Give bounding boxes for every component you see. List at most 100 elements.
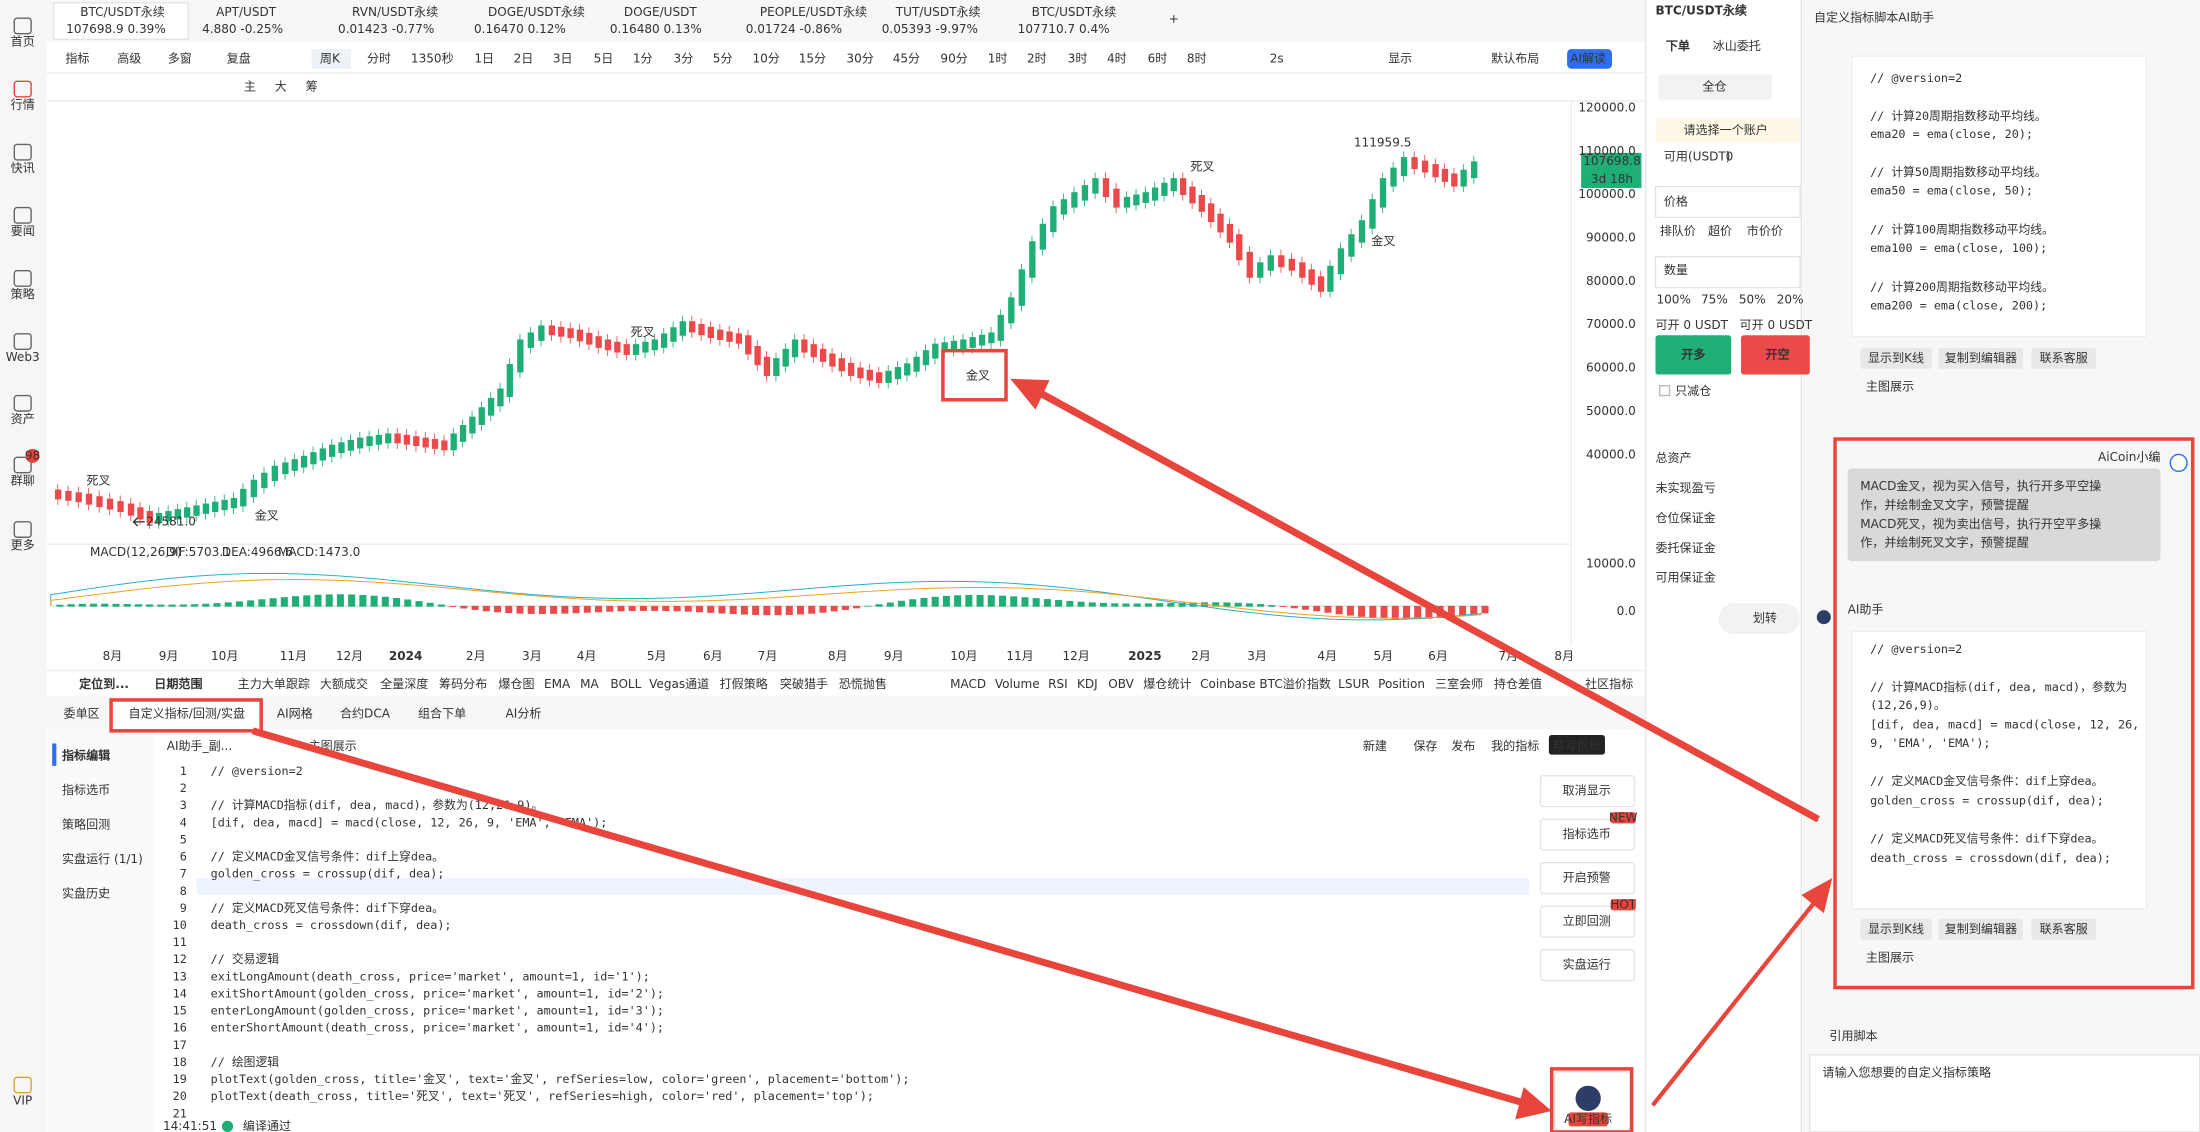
percent-option[interactable]: 20% bbox=[1777, 293, 1804, 307]
toolbar-item[interactable]: 分时 bbox=[367, 51, 391, 65]
toolbar-item[interactable]: 15分 bbox=[799, 51, 826, 65]
margin-button[interactable] bbox=[1658, 74, 1772, 100]
indicator-item[interactable]: EMA bbox=[544, 677, 571, 691]
draw-tool[interactable]: 大 bbox=[275, 79, 287, 93]
ai-action-label[interactable]: 复制到编辑器 bbox=[1945, 350, 2017, 365]
bottom-tab[interactable]: AI分析 bbox=[506, 706, 542, 720]
checkbox[interactable] bbox=[1658, 385, 1671, 397]
tab-name[interactable]: BTC/USDT永续 bbox=[1032, 5, 1117, 19]
indicator-item[interactable]: 日期范围 bbox=[154, 676, 202, 691]
draw-tool[interactable]: 主 bbox=[244, 79, 256, 93]
indicator-item[interactable]: Vegas通道 bbox=[649, 677, 709, 691]
quote-script[interactable]: 引用脚本 bbox=[1829, 1028, 1877, 1043]
toolbar-item[interactable]: 8时 bbox=[1187, 51, 1207, 65]
nav-item[interactable]: 策略回测 bbox=[62, 817, 110, 832]
toolbar-item[interactable]: 复盘 bbox=[227, 50, 251, 65]
toolbar-item[interactable]: 1分 bbox=[633, 51, 653, 65]
toolbar-item[interactable]: 10分 bbox=[752, 51, 779, 65]
sell-button[interactable] bbox=[1741, 335, 1810, 375]
input-box[interactable] bbox=[1809, 1054, 2200, 1132]
sidebar-item[interactable]: Web3 bbox=[6, 350, 40, 364]
ai-action-label[interactable]: 显示到K线 bbox=[1868, 351, 1924, 365]
nav-item[interactable]: 指标选币 bbox=[62, 782, 110, 797]
side-button-label[interactable]: 开启预警 bbox=[1563, 870, 1611, 885]
toolbar-item[interactable]: 90分 bbox=[940, 51, 967, 65]
toolbar-item[interactable]: 1时 bbox=[988, 51, 1008, 65]
nav-item[interactable]: 实盘历史 bbox=[62, 886, 110, 901]
nav-item[interactable]: 实盘运行 (1/1) bbox=[62, 851, 143, 866]
editor-action[interactable]: 新建 bbox=[1363, 738, 1387, 753]
ai-display[interactable]: 主图展示 bbox=[1866, 951, 1914, 965]
order-tab[interactable]: 冰山委托 bbox=[1713, 39, 1761, 53]
percent-option[interactable]: 50% bbox=[1739, 293, 1766, 307]
toolbar-item[interactable]: 多窗 bbox=[168, 51, 192, 65]
toolbar-item[interactable]: 周K bbox=[320, 51, 341, 65]
indicator-item[interactable]: RSI bbox=[1048, 677, 1068, 691]
tab-name[interactable]: APT/USDT bbox=[216, 5, 277, 19]
sidebar-item[interactable]: 群聊 bbox=[11, 474, 35, 488]
toolbar-item[interactable]: 3分 bbox=[674, 51, 694, 65]
indicator-item[interactable]: 筹码分布 bbox=[439, 677, 487, 691]
tab-name[interactable]: DOGE/USDT bbox=[624, 5, 698, 19]
sidebar-item[interactable]: VIP bbox=[13, 1094, 32, 1108]
tab-name[interactable]: DOGE/USDT永续 bbox=[488, 5, 585, 19]
ai-action-label[interactable]: 联系客服 bbox=[2040, 350, 2088, 365]
ai-display[interactable]: 主图展示 bbox=[1866, 380, 1914, 394]
toolbar-item[interactable]: 高级 bbox=[117, 50, 141, 65]
toolbar-item[interactable]: 2时 bbox=[1027, 51, 1047, 65]
tab-name[interactable]: RVN/USDT永续 bbox=[352, 5, 438, 19]
indicator-item[interactable]: 社区指标 bbox=[1585, 676, 1633, 691]
ai-action-label[interactable]: 复制到编辑器 bbox=[1945, 921, 2017, 936]
toolbar-item[interactable]: 3时 bbox=[1068, 51, 1088, 65]
sidebar-item[interactable]: 更多 bbox=[11, 538, 35, 552]
sidebar-item[interactable]: 行情 bbox=[11, 98, 35, 112]
indicator-item[interactable]: KDJ bbox=[1077, 677, 1098, 691]
toolbar-item[interactable]: AI解读 bbox=[1570, 51, 1606, 65]
percent-option[interactable]: 100% bbox=[1656, 293, 1690, 307]
indicator-item[interactable]: 主力大单跟踪 bbox=[238, 677, 310, 691]
tab-name[interactable]: BTC/USDT永续 bbox=[80, 5, 165, 19]
nav-item[interactable]: 指标编辑 bbox=[62, 748, 110, 763]
indicator-item[interactable]: 定位到... bbox=[79, 676, 129, 691]
indicator-item[interactable]: OBV bbox=[1108, 677, 1134, 691]
indicator-item[interactable]: 恐慌抛售 bbox=[839, 676, 887, 691]
indicator-item[interactable]: Coinbase BTC溢价指数 bbox=[1200, 676, 1331, 691]
bottom-tab[interactable]: 委单区 bbox=[64, 706, 100, 720]
indicator-item[interactable]: Position bbox=[1378, 677, 1425, 691]
indicator-item[interactable]: 突破猎手 bbox=[780, 676, 828, 691]
indicator-item[interactable]: 全量深度 bbox=[380, 676, 428, 691]
indicator-item[interactable]: BOLL bbox=[610, 677, 641, 691]
toolbar-item[interactable]: 2s bbox=[1270, 51, 1284, 65]
price-option[interactable]: 排队价 bbox=[1660, 223, 1696, 238]
toolbar-item[interactable]: 4时 bbox=[1107, 51, 1127, 65]
bottom-tab[interactable]: 自定义指标/回测/实盘 bbox=[129, 705, 246, 720]
sidebar-item[interactable]: 要闻 bbox=[11, 224, 35, 238]
toolbar-item[interactable]: 6时 bbox=[1148, 51, 1168, 65]
side-button-label[interactable]: 立即回测 bbox=[1563, 913, 1611, 928]
bottom-tab[interactable]: 组合下单 bbox=[418, 705, 466, 720]
sidebar-item[interactable]: 快讯 bbox=[11, 161, 35, 175]
toolbar-item[interactable]: 1350秒 bbox=[411, 51, 454, 65]
buy-button[interactable] bbox=[1655, 335, 1732, 375]
amount-input[interactable] bbox=[1654, 255, 1801, 289]
indicator-item[interactable]: 打假策略 bbox=[720, 676, 768, 691]
price-option[interactable]: 超价 bbox=[1708, 223, 1732, 238]
indicator-item[interactable]: 三室会师 bbox=[1435, 676, 1483, 691]
transfer-button[interactable] bbox=[1718, 603, 1800, 635]
indicator-item[interactable]: 爆仓统计 bbox=[1143, 677, 1191, 691]
sidebar-item[interactable]: 策略 bbox=[11, 286, 35, 301]
sidebar-item[interactable]: 资产 bbox=[11, 412, 35, 426]
indicator-item[interactable]: MACD bbox=[950, 677, 986, 691]
indicator-item[interactable]: Volume bbox=[995, 677, 1040, 691]
editor-action[interactable]: 我的指标 bbox=[1491, 738, 1539, 753]
side-button-label[interactable]: 取消显示 bbox=[1563, 784, 1611, 798]
help-button[interactable] bbox=[1548, 735, 1605, 755]
toolbar-item[interactable]: 指标 bbox=[65, 50, 89, 65]
add-tab[interactable]: + bbox=[1169, 12, 1179, 26]
toolbar-item[interactable]: 5分 bbox=[713, 51, 733, 65]
toolbar-item[interactable]: 2日 bbox=[514, 51, 534, 65]
ai-action-label[interactable]: 联系客服 bbox=[2040, 921, 2088, 936]
indicator-item[interactable]: 持仓差值 bbox=[1494, 676, 1542, 691]
bottom-tab[interactable]: AI网格 bbox=[277, 705, 313, 720]
price-option[interactable]: 市价价 bbox=[1747, 223, 1783, 238]
